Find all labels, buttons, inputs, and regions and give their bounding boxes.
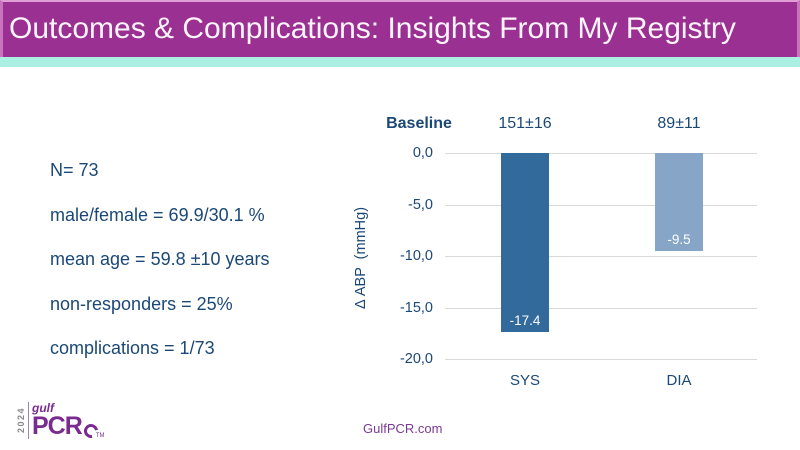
gridline xyxy=(445,204,757,206)
gridline xyxy=(445,307,757,309)
x-category-dia: DIA xyxy=(666,372,692,389)
stat-non-responders: non-responders = 25% xyxy=(50,293,233,314)
chart-baseline-value-dia: 89±11 xyxy=(657,115,701,132)
website-text: GulfPCR.com xyxy=(363,421,443,436)
y-tick-4: -20,0 xyxy=(399,351,433,367)
bar-sys-value-label: -17.4 xyxy=(509,313,541,329)
stat-mean-age: mean age = 59.8 ±10 years xyxy=(50,249,270,269)
chart-baseline-header: Baseline xyxy=(386,115,452,132)
stats-block: N= 73 male/female = 69.9/30.1 % mean age… xyxy=(50,148,270,371)
logo-gulf-text: gulf xyxy=(32,401,54,415)
y-tick-1: -5,0 xyxy=(408,197,433,213)
logo-pcr-row: PCR TM xyxy=(32,412,105,441)
logo-year: 2024 xyxy=(16,406,26,434)
stat-male-female: male/female = 69.9/30.1 % xyxy=(50,204,265,225)
y-tick-0: 0,0 xyxy=(412,145,433,161)
stat-complications: complications = 1/73 xyxy=(50,338,215,358)
logo-trademark: TM xyxy=(95,433,105,439)
logo-pcr-text: PCR xyxy=(32,412,83,440)
bar-dia-value-label: -9.5 xyxy=(667,231,691,247)
bar-dia: -9.5 xyxy=(655,153,703,251)
x-category-sys: SYS xyxy=(509,372,540,389)
gulfpcr-logo: 2024 gulf PCR TM xyxy=(16,401,105,441)
slide-header-bar: Outcomes & Complications: Insights From … xyxy=(0,0,800,57)
logo-main: gulf PCR TM xyxy=(28,401,105,441)
stat-n: N= 73 xyxy=(50,160,99,180)
gridline xyxy=(445,359,757,360)
slide-title: Outcomes & Complications: Insights From … xyxy=(9,12,736,45)
teal-accent-strip xyxy=(0,57,800,67)
chart-baseline-value-sys: 151±16 xyxy=(498,115,552,132)
chart-plot-area: -17.4 -9.5 xyxy=(445,153,757,360)
gridline xyxy=(445,256,757,257)
bar-sys: -17.4 xyxy=(501,153,549,333)
gridline xyxy=(445,153,757,154)
y-tick-2: -10,0 xyxy=(399,248,433,264)
y-tick-3: -15,0 xyxy=(399,300,433,316)
